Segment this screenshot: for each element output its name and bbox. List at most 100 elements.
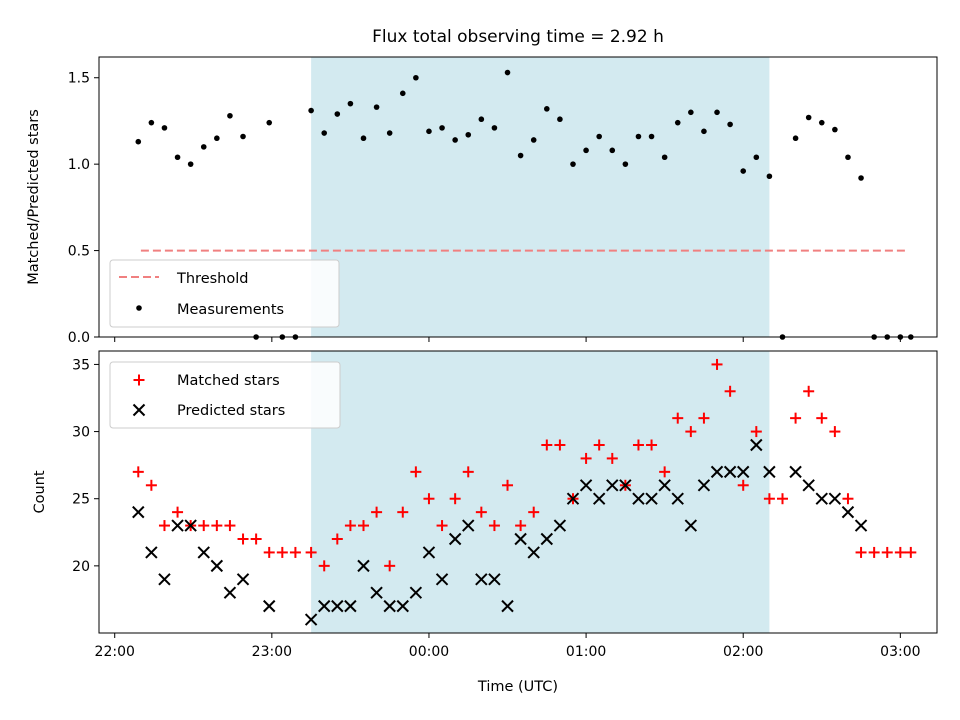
top-legend: Threshold Measurements <box>109 259 340 328</box>
predicted-star-point <box>331 599 344 613</box>
legend-measurements-label: Measurements <box>177 302 284 318</box>
predicted-star-point <box>223 586 237 599</box>
measurement-point <box>714 109 720 116</box>
measurement-point <box>148 119 155 126</box>
measurement-point <box>135 138 142 145</box>
bottom-y-tick-label: 20 <box>72 559 90 575</box>
top-y-tick-label: 0.5 <box>68 244 90 260</box>
bottom-legend: Matched stars Predicted stars <box>109 361 341 429</box>
predicted-star-point <box>263 599 276 613</box>
predicted-star-point <box>540 532 554 546</box>
predicted-star-point <box>802 479 815 492</box>
measurement-point <box>766 173 773 180</box>
predicted-star-point <box>619 479 632 492</box>
bottom-y-tick-label: 25 <box>72 492 90 508</box>
measurement-point <box>478 116 485 123</box>
measurement-point <box>792 135 799 142</box>
measurement-point <box>622 161 629 167</box>
top-observing-span <box>311 57 770 337</box>
measurement-point <box>491 125 498 131</box>
legend-predicted-swatch <box>132 403 146 417</box>
predicted-star-point <box>210 559 224 573</box>
measurement-point <box>266 119 273 126</box>
measurement-point <box>504 69 511 76</box>
bottom-observing-span <box>311 351 770 633</box>
predicted-star-point <box>501 599 514 613</box>
bottom-y-tick-label: 35 <box>72 357 90 373</box>
measurement-point <box>321 130 328 136</box>
measurement-point <box>399 90 406 97</box>
measurement-point <box>214 135 220 142</box>
predicted-star-point <box>854 519 868 532</box>
predicted-star-point <box>383 599 396 613</box>
predicted-star-point <box>723 465 737 479</box>
measurement-point <box>334 111 341 117</box>
measurement-point <box>465 131 472 138</box>
measurement-point <box>858 175 864 181</box>
measurement-point <box>688 109 694 116</box>
measurement-point <box>227 112 233 119</box>
predicted-star-point <box>632 492 645 505</box>
predicted-star-point <box>435 573 449 586</box>
bottom-x-ticks: 22:00 23:00 00:00 01:00 02:00 03:00 <box>95 633 921 660</box>
measurement-point <box>517 152 524 159</box>
predicted-star-point <box>737 465 750 479</box>
predicted-star-point <box>132 505 145 519</box>
predicted-star-point <box>422 546 436 559</box>
measurement-point <box>360 135 367 142</box>
predicted-star-point <box>357 559 370 573</box>
predicted-star-point <box>553 519 567 532</box>
legend-predicted-label: Predicted stars <box>177 403 285 419</box>
measurement-point <box>308 107 314 114</box>
predicted-star-point <box>684 519 698 532</box>
predicted-star-point <box>763 465 776 479</box>
predicted-star-point <box>645 492 658 505</box>
predicted-star-point <box>592 492 606 505</box>
top-frame <box>98 56 938 338</box>
measurement-point <box>727 121 733 128</box>
predicted-star-point <box>527 546 540 559</box>
predicted-star-point <box>396 599 409 613</box>
measurement-point <box>452 137 458 143</box>
measurement-point <box>174 154 181 161</box>
top-y-tick-label: 0.0 <box>68 330 90 346</box>
top-x-ticks <box>114 337 901 342</box>
predicted-star-point <box>462 519 475 532</box>
measurement-point <box>426 128 432 135</box>
predicted-star-point <box>236 573 250 586</box>
predicted-star-point <box>750 438 763 452</box>
predicted-star-point <box>158 573 171 586</box>
x-tick-label: 03:00 <box>880 644 920 660</box>
predicted-star-point <box>448 532 462 546</box>
x-tick-label: 02:00 <box>723 644 763 660</box>
measurement-point <box>583 147 589 154</box>
measurement-point <box>701 128 707 135</box>
measurement-point <box>740 168 747 174</box>
legend-matched-swatch <box>133 374 145 386</box>
predicted-star-point <box>606 479 619 492</box>
predicted-star-point <box>370 586 383 599</box>
predicted-star-point <box>841 505 855 519</box>
legend-predicted-marker <box>132 403 146 417</box>
bottom-frame <box>98 350 938 634</box>
bottom-y-axis-label: Count <box>32 470 48 513</box>
measurement-point <box>570 161 576 167</box>
measurement-point <box>200 144 207 150</box>
predicted-star-point <box>789 465 802 479</box>
x-tick-label: 01:00 <box>566 644 606 660</box>
measurement-point <box>439 125 445 131</box>
measurement-point <box>596 133 602 140</box>
measurement-point <box>805 114 812 121</box>
predicted-star-point <box>514 532 527 546</box>
legend-matched-label: Matched stars <box>177 373 280 389</box>
predicted-star-point <box>145 546 158 559</box>
top-panel: 0.0 0.5 1.0 1.5 Flux total observing time =… <box>26 27 938 346</box>
predicted-stars-points <box>132 438 868 626</box>
measurement-point <box>530 137 537 143</box>
predicted-star-point <box>710 465 724 479</box>
x-tick-label: 22:00 <box>95 644 135 660</box>
chart-title: Flux total observing time = 2.92 h <box>372 27 664 47</box>
measurement-point <box>240 133 246 140</box>
